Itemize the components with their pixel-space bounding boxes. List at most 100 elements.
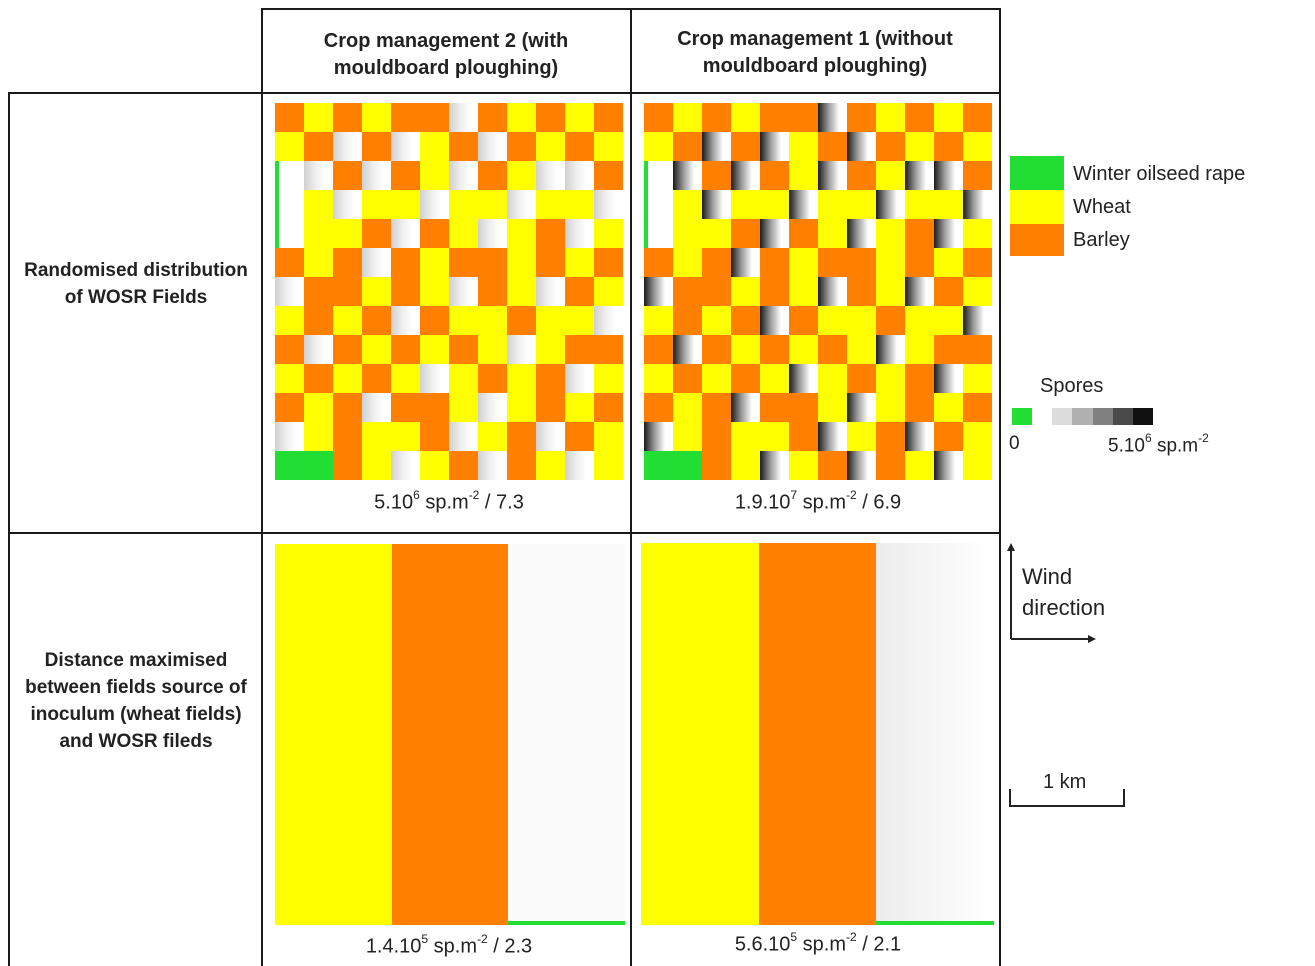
bare-field <box>362 248 392 278</box>
barley-field <box>644 393 674 423</box>
column-header-crop-management-1: Crop management 1 (without mouldboard pl… <box>677 28 953 77</box>
wheat-field <box>536 306 566 336</box>
bare-field <box>789 364 819 394</box>
wheat-field <box>847 190 877 220</box>
barley-field <box>362 306 392 336</box>
wosr-field <box>644 190 674 220</box>
barley-field <box>758 543 878 925</box>
barley-field <box>702 161 732 191</box>
barley-field <box>333 451 363 480</box>
barley-field <box>876 451 906 480</box>
barley-field <box>420 103 450 133</box>
wheat-field <box>847 306 877 336</box>
barley-field <box>905 219 935 249</box>
bare-field <box>934 364 964 394</box>
bare-field <box>275 422 305 452</box>
bare-field <box>818 277 848 307</box>
barley-field <box>934 335 964 365</box>
barley-field <box>789 306 819 336</box>
caption-random-cm2: 5.106 sp.m-2 / 7.3 <box>374 488 524 514</box>
bare-field <box>934 161 964 191</box>
barley-field <box>362 219 392 249</box>
barley-field <box>594 248 623 278</box>
distance-map-crop-management-1 <box>641 543 994 925</box>
barley-field <box>420 219 450 249</box>
barley-field <box>362 364 392 394</box>
bare-field <box>449 277 479 307</box>
wosr-field <box>673 451 703 480</box>
barley-field <box>507 132 537 162</box>
barley-field <box>963 393 992 423</box>
barley-field <box>507 451 537 480</box>
wheat-field <box>673 248 703 278</box>
wheat-field <box>362 422 392 452</box>
wheat-field <box>275 306 305 336</box>
wheat-field <box>333 219 363 249</box>
wheat-field <box>789 132 819 162</box>
spores-scale-step <box>1112 408 1133 425</box>
barley-field <box>644 103 674 133</box>
barley-field <box>847 364 877 394</box>
spores-scale-step <box>1132 408 1153 425</box>
wheat-field <box>304 393 334 423</box>
wheat-field <box>789 277 819 307</box>
bare-field <box>818 161 848 191</box>
legend-swatch-wosr <box>1010 156 1064 190</box>
wheat-field <box>818 306 848 336</box>
barley-field <box>702 103 732 133</box>
wheat-field <box>304 190 334 220</box>
wheat-field <box>731 190 761 220</box>
wheat-field <box>275 132 305 162</box>
wheat-field <box>565 103 595 133</box>
wheat-field <box>594 422 623 452</box>
wheat-field <box>420 161 450 191</box>
bare-field <box>876 190 906 220</box>
wheat-field <box>362 451 392 480</box>
barley-field <box>905 103 935 133</box>
wosr-field <box>275 190 305 220</box>
legend-label-wosr: Winter oilseed rape <box>1073 163 1246 185</box>
barley-field <box>565 335 595 365</box>
bare-field <box>847 451 877 480</box>
legend-swatch-wheat <box>1010 190 1064 224</box>
wheat-field <box>644 132 674 162</box>
wheat-field <box>934 248 964 278</box>
barley-field <box>275 248 305 278</box>
barley-field <box>304 364 334 394</box>
bare-field <box>478 393 508 423</box>
bare-field <box>594 306 623 336</box>
bare-field <box>449 422 479 452</box>
bare-field <box>644 422 674 452</box>
barley-field <box>702 335 732 365</box>
barley-field <box>275 393 305 423</box>
barley-field <box>391 335 421 365</box>
barley-field <box>362 132 392 162</box>
barley-field <box>391 248 421 278</box>
bare-field <box>565 364 595 394</box>
bare-field <box>391 219 421 249</box>
barley-field <box>420 422 450 452</box>
wosr-field <box>275 161 305 191</box>
wheat-field <box>391 190 421 220</box>
barley-field <box>536 393 566 423</box>
barley-field <box>702 422 732 452</box>
bare-field <box>731 393 761 423</box>
barley-field <box>594 103 623 133</box>
wheat-field <box>760 190 790 220</box>
bare-field <box>420 364 450 394</box>
wheat-field <box>594 277 623 307</box>
wheat-field <box>963 451 992 480</box>
bare-field <box>702 132 732 162</box>
barley-field <box>731 364 761 394</box>
barley-field <box>731 219 761 249</box>
wheat-field <box>673 393 703 423</box>
bare-field <box>536 422 566 452</box>
wheat-field <box>536 132 566 162</box>
barley-field <box>420 306 450 336</box>
barley-field <box>565 422 595 452</box>
wheat-field <box>420 335 450 365</box>
barley-field <box>478 364 508 394</box>
barley-field <box>818 335 848 365</box>
bare-field <box>760 219 790 249</box>
bare-field <box>275 277 305 307</box>
